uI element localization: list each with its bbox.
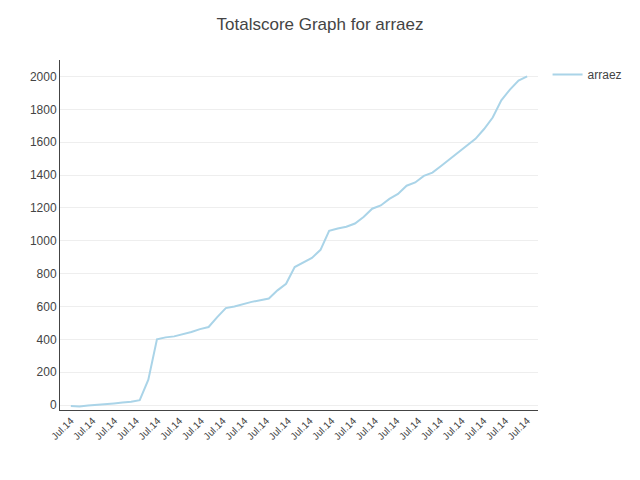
svg-text:Jul.14: Jul.14 [114, 415, 141, 442]
svg-text:Jul.14: Jul.14 [375, 415, 402, 442]
svg-text:Jul.14: Jul.14 [201, 415, 228, 442]
svg-text:200: 200 [37, 365, 57, 379]
svg-text:Jul.14: Jul.14 [440, 415, 467, 442]
svg-text:Jul.14: Jul.14 [397, 415, 424, 442]
svg-text:Jul.14: Jul.14 [332, 415, 359, 442]
svg-text:400: 400 [37, 333, 57, 347]
svg-text:1200: 1200 [30, 201, 57, 215]
svg-text:Jul.14: Jul.14 [419, 415, 446, 442]
svg-text:800: 800 [37, 267, 57, 281]
svg-text:Jul.14: Jul.14 [484, 415, 511, 442]
svg-text:1800: 1800 [30, 103, 57, 117]
svg-text:1600: 1600 [30, 135, 57, 149]
svg-text:600: 600 [37, 300, 57, 314]
svg-text:Jul.14: Jul.14 [462, 415, 489, 442]
svg-text:arraez: arraez [588, 68, 622, 82]
svg-text:Jul.14: Jul.14 [93, 415, 120, 442]
svg-text:1400: 1400 [30, 168, 57, 182]
svg-text:Jul.14: Jul.14 [266, 415, 293, 442]
svg-text:Jul.14: Jul.14 [71, 415, 98, 442]
svg-text:Jul.14: Jul.14 [310, 415, 337, 442]
svg-text:2000: 2000 [30, 70, 57, 84]
svg-text:Jul.14: Jul.14 [505, 415, 532, 442]
svg-text:Jul.14: Jul.14 [245, 415, 272, 442]
svg-text:Totalscore Graph for arraez: Totalscore Graph for arraez [217, 15, 424, 34]
svg-text:Jul.14: Jul.14 [288, 415, 315, 442]
svg-text:Jul.14: Jul.14 [180, 415, 207, 442]
svg-text:Jul.14: Jul.14 [223, 415, 250, 442]
svg-text:1000: 1000 [30, 234, 57, 248]
svg-text:Jul.14: Jul.14 [136, 415, 163, 442]
svg-text:Jul.14: Jul.14 [353, 415, 380, 442]
svg-text:Jul.14: Jul.14 [49, 415, 76, 442]
svg-text:Jul.14: Jul.14 [158, 415, 185, 442]
svg-text:0: 0 [50, 398, 57, 412]
